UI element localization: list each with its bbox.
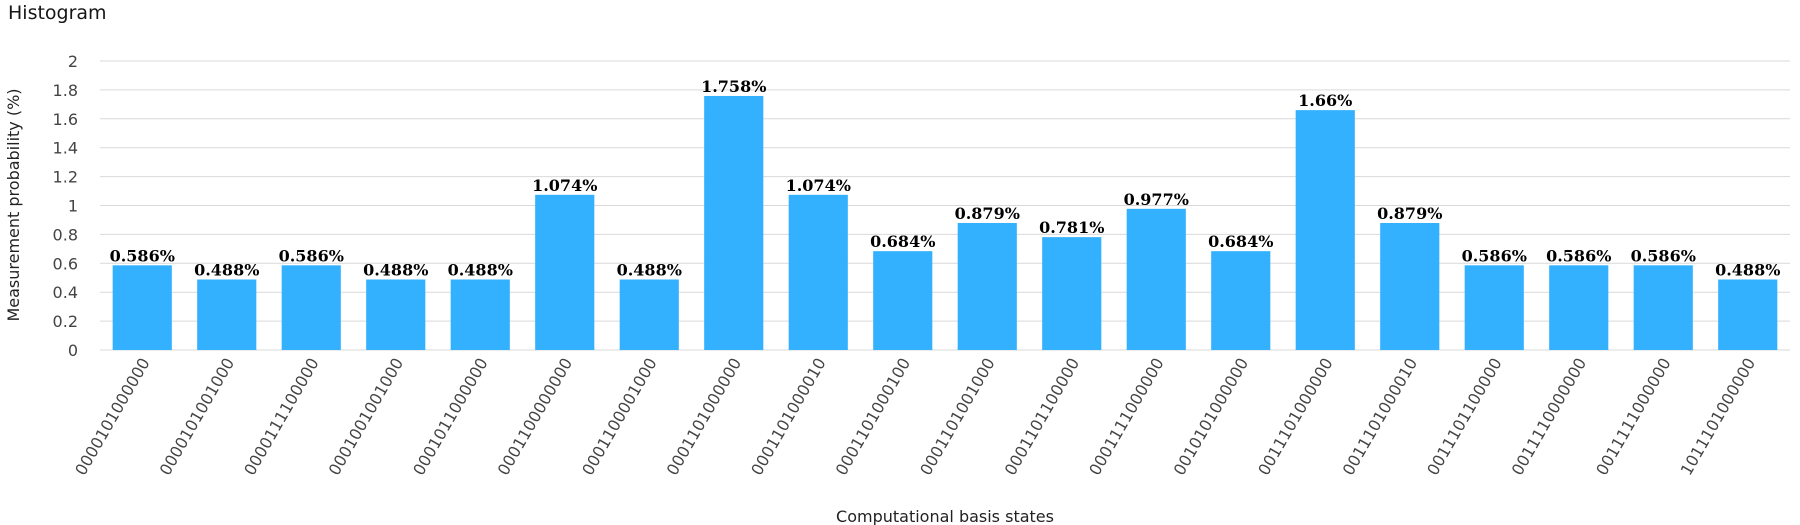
x-tick-label: 0001100001000 [578,355,661,479]
chart-title: Histogram [8,2,107,24]
x-tick-label: 0000101001000 [156,355,239,479]
bar-value-label: 0.586% [110,246,175,265]
bar [1211,251,1271,350]
bar-value-label: 0.879% [955,204,1020,223]
bar [281,265,341,350]
x-tick-label: 0001101100000 [1001,355,1084,479]
bar [1549,265,1609,350]
x-tick-label: 0011111000000 [1592,355,1675,479]
bar [1464,265,1524,350]
x-tick-label: 0011101100000 [1423,355,1506,479]
x-axis-title: Computational basis states [836,507,1054,525]
y-axis-title: Measurement probability (%) [4,88,23,321]
bar [1380,222,1440,350]
x-tick-label: 0000111100000 [240,355,323,479]
y-tick-label: 1.2 [53,168,78,187]
x-tick-label: 0001100000000 [494,355,577,479]
bar [1042,237,1102,350]
bars [112,95,1778,351]
bar [704,95,764,351]
bar [788,194,848,350]
bar-value-label: 0.488% [363,260,428,279]
y-tick-label: 0.8 [53,225,78,244]
bar-value-label: 0.586% [279,246,344,265]
bar [112,265,172,350]
x-tick-label: 0000101000000 [71,355,154,479]
x-tick-label: 0001101001000 [916,355,999,479]
bar-value-label: 0.586% [1546,246,1611,265]
bar [957,222,1017,350]
y-tick-label: 1.6 [53,110,78,129]
x-tick-label: 0001011000000 [409,355,492,479]
data-labels: 0.586% 0.488% 0.586% 0.488% 0.488% 1.074% 0.48… [110,77,1781,280]
x-tick-label: 0011101000000 [1254,355,1337,479]
bar-value-label: 0.684% [870,232,935,251]
bar-value-label: 0.684% [1208,232,1273,251]
bar-value-label: 1.758% [701,77,766,96]
bar-value-label: 0.488% [1715,260,1780,279]
x-tick-label: 0011110000000 [1508,355,1591,479]
bar [873,251,933,350]
bar [197,279,257,350]
y-tick-label: 2 [68,52,78,71]
bar [450,279,510,350]
y-tick-label: 0.6 [53,254,78,273]
bar-value-label: 1.66% [1298,91,1352,110]
x-tick-label: 0010101000000 [1170,355,1253,479]
y-tick-label: 1.8 [53,81,78,100]
bar-value-label: 1.074% [532,176,597,195]
bar [1295,110,1355,350]
bar [1718,279,1778,350]
bar [1633,265,1693,350]
x-tick-label: 0001101000100 [832,355,915,479]
x-tick-label: 0011101000010 [1339,355,1422,479]
bar-value-label: 0.586% [1631,246,1696,265]
bar-value-label: 1.074% [786,176,851,195]
bar-value-label: 0.488% [617,260,682,279]
bar-value-label: 0.488% [448,260,513,279]
x-tick-label: 0001101000000 [663,355,746,479]
bar-value-label: 0.488% [194,260,259,279]
bar [535,194,595,350]
bar-value-label: 0.879% [1377,204,1442,223]
y-tick-label: 1 [68,197,78,216]
bar-value-label: 0.781% [1039,218,1104,237]
y-tick-label: 0 [68,341,78,360]
x-tick-label: 0001101000010 [747,355,830,479]
bar [1126,208,1186,350]
gridlines [100,60,1790,351]
x-tick-label: 0001001001000 [325,355,408,479]
y-axis-ticks: 0 0.2 0.4 0.6 0.8 1 1.2 1.4 1.6 1.8 2 [53,52,78,360]
bar [619,279,679,350]
bar [366,279,426,350]
y-tick-label: 0.2 [53,312,78,331]
bar-value-label: 0.977% [1124,190,1189,209]
y-tick-label: 1.4 [53,139,78,158]
bar-value-label: 0.586% [1462,246,1527,265]
x-axis-ticks: 0000101000000 0000101001000 0000111100000 0… [71,355,1759,479]
y-tick-label: 0.4 [53,283,78,302]
x-tick-label: 0001111000000 [1085,355,1168,479]
x-tick-label: 1011101000000 [1677,355,1760,479]
